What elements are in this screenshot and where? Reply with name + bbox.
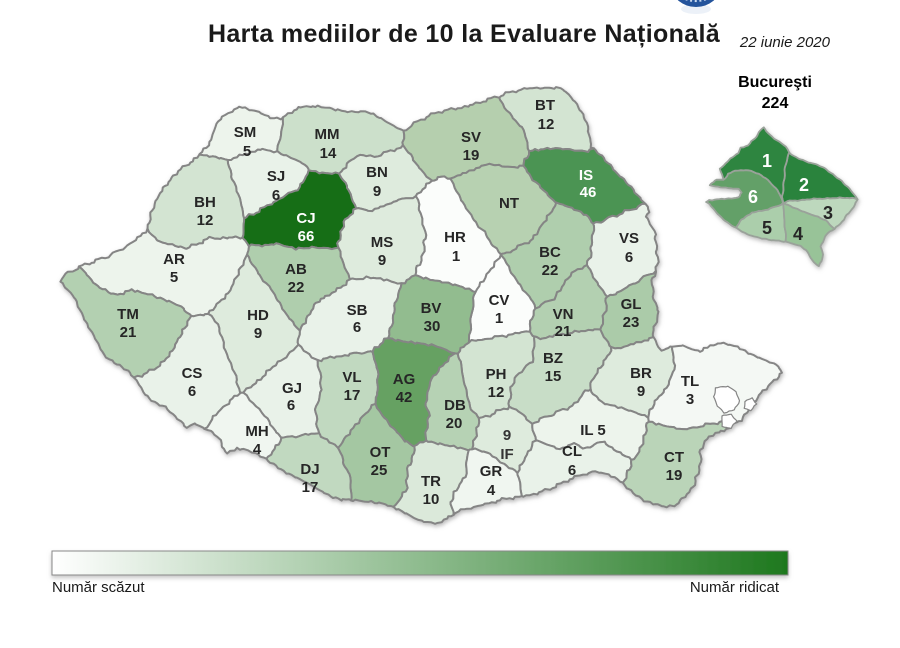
svg-text:1: 1 [452, 248, 460, 265]
svg-text:12: 12 [488, 384, 505, 401]
svg-text:DB: DB [444, 397, 466, 414]
svg-text:TL: TL [681, 373, 699, 390]
svg-text:SJ: SJ [267, 168, 285, 185]
svg-text:17: 17 [344, 387, 361, 404]
svg-text:BC: BC [539, 244, 561, 261]
svg-text:46: 46 [580, 184, 597, 201]
svg-text:CV: CV [489, 292, 510, 309]
svg-text:DJ: DJ [300, 461, 319, 478]
svg-text:BZ: BZ [543, 350, 563, 367]
svg-text:3: 3 [823, 203, 833, 223]
svg-text:19: 19 [666, 467, 683, 484]
svg-text:6: 6 [353, 319, 361, 336]
svg-text:4: 4 [253, 441, 262, 458]
svg-text:10: 10 [423, 491, 440, 508]
svg-text:Număr scăzut: Număr scăzut [52, 579, 145, 596]
svg-text:TM: TM [117, 306, 139, 323]
svg-text:AG: AG [393, 371, 416, 388]
svg-text:VL: VL [342, 369, 361, 386]
svg-text:MH: MH [245, 423, 268, 440]
svg-text:5: 5 [243, 143, 251, 160]
svg-text:6: 6 [625, 249, 633, 266]
svg-text:12: 12 [197, 212, 214, 229]
svg-text:BH: BH [194, 194, 216, 211]
svg-text:IF: IF [500, 446, 513, 463]
svg-text:SM: SM [234, 124, 257, 141]
svg-text:14: 14 [320, 145, 337, 162]
svg-text:VN: VN [553, 306, 574, 323]
svg-text:GR: GR [480, 463, 503, 480]
svg-text:4: 4 [487, 482, 496, 499]
svg-text:MS: MS [371, 234, 394, 251]
svg-text:BV: BV [421, 300, 442, 317]
svg-text:BN: BN [366, 164, 388, 181]
svg-text:12: 12 [538, 116, 555, 133]
svg-text:CS: CS [182, 365, 203, 382]
svg-text:TR: TR [421, 473, 441, 490]
svg-text:CJ: CJ [296, 210, 315, 227]
svg-text:5: 5 [762, 218, 772, 238]
svg-text:9: 9 [378, 252, 386, 269]
svg-text:1: 1 [762, 151, 772, 171]
svg-text:IS: IS [579, 167, 593, 184]
svg-text:6: 6 [188, 383, 196, 400]
svg-text:CT: CT [664, 449, 684, 466]
svg-text:AB: AB [285, 261, 307, 278]
svg-text:BR: BR [630, 365, 652, 382]
svg-text:GJ: GJ [282, 380, 302, 397]
svg-text:SV: SV [461, 129, 481, 146]
svg-text:9: 9 [637, 383, 645, 400]
svg-text:9: 9 [373, 183, 381, 200]
svg-text:1: 1 [495, 310, 503, 327]
svg-text:Bucureşti: Bucureşti [738, 74, 812, 91]
svg-text:GL: GL [621, 296, 642, 313]
svg-text:6: 6 [272, 187, 280, 204]
svg-text:NT: NT [499, 195, 519, 212]
svg-text:6: 6 [748, 187, 758, 207]
svg-text:17: 17 [302, 479, 319, 496]
svg-text:PH: PH [486, 366, 507, 383]
svg-text:20: 20 [446, 415, 463, 432]
svg-text:42: 42 [396, 389, 413, 406]
svg-text:2: 2 [799, 175, 809, 195]
svg-text:3: 3 [686, 391, 694, 408]
svg-text:6: 6 [287, 397, 295, 414]
svg-text:25: 25 [371, 462, 388, 479]
svg-text:21: 21 [120, 324, 137, 341]
svg-text:4: 4 [793, 224, 803, 244]
svg-text:9: 9 [254, 325, 262, 342]
svg-text:9: 9 [503, 427, 511, 444]
svg-text:224: 224 [762, 95, 789, 112]
svg-text:5: 5 [170, 269, 178, 286]
svg-text:22: 22 [288, 279, 305, 296]
svg-text:19: 19 [463, 147, 480, 164]
svg-text:BT: BT [535, 97, 555, 114]
svg-text:6: 6 [568, 462, 576, 479]
svg-text:HD: HD [247, 307, 269, 324]
svg-text:23: 23 [623, 314, 640, 331]
svg-text:SB: SB [347, 302, 368, 319]
svg-text:MM: MM [315, 126, 340, 143]
svg-text:AR: AR [163, 251, 185, 268]
svg-text:21: 21 [555, 323, 572, 340]
svg-text:HR: HR [444, 229, 466, 246]
svg-text:OT: OT [370, 444, 391, 461]
svg-text:66: 66 [298, 228, 315, 245]
svg-text:22 iunie 2020: 22 iunie 2020 [739, 34, 831, 51]
svg-text:CL: CL [562, 443, 582, 460]
svg-text:Harta mediilor de 10 la Evalua: Harta mediilor de 10 la Evaluare Naționa… [208, 20, 721, 48]
svg-text:IL 5: IL 5 [580, 422, 606, 439]
svg-text:Număr ridicat: Număr ridicat [690, 579, 780, 596]
svg-text:22: 22 [542, 262, 559, 279]
svg-text:15: 15 [545, 368, 562, 385]
svg-text:30: 30 [424, 318, 441, 335]
svg-text:VS: VS [619, 230, 639, 247]
